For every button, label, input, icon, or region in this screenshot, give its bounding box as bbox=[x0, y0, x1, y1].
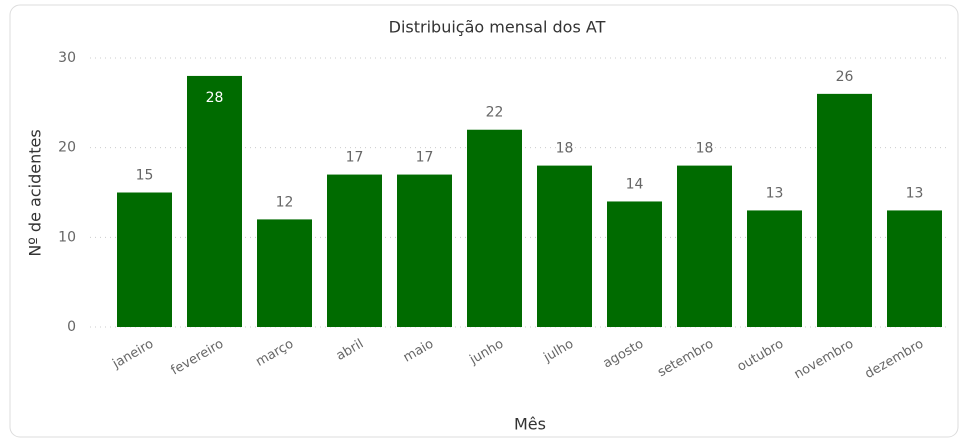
bar bbox=[117, 192, 172, 327]
y-tick-label: 30 bbox=[58, 50, 76, 66]
bar bbox=[677, 165, 732, 327]
data-label: 17 bbox=[416, 150, 434, 166]
data-label: 17 bbox=[346, 150, 364, 166]
bar bbox=[747, 210, 802, 327]
data-label: 28 bbox=[206, 90, 224, 106]
y-tick-label: 10 bbox=[58, 229, 76, 245]
bar bbox=[537, 165, 592, 327]
x-axis-label: Mês bbox=[514, 415, 546, 434]
data-label: 13 bbox=[906, 185, 924, 201]
y-tick-label: 0 bbox=[67, 319, 76, 335]
data-label: 12 bbox=[276, 194, 294, 210]
bar bbox=[607, 201, 662, 327]
data-label: 18 bbox=[696, 141, 714, 157]
data-label: 14 bbox=[626, 176, 644, 192]
bar bbox=[397, 174, 452, 327]
bar bbox=[467, 129, 522, 327]
bar bbox=[187, 75, 242, 327]
data-label: 18 bbox=[556, 141, 574, 157]
data-label: 26 bbox=[836, 69, 854, 85]
y-axis-label: Nº de acidentes bbox=[26, 129, 45, 256]
data-label: 13 bbox=[766, 185, 784, 201]
bar bbox=[327, 174, 382, 327]
bar bbox=[817, 93, 872, 327]
data-label: 15 bbox=[136, 168, 154, 184]
bar bbox=[257, 219, 312, 327]
chart-title: Distribuição mensal dos AT bbox=[389, 18, 606, 37]
bar bbox=[887, 210, 942, 327]
y-tick-label: 20 bbox=[58, 140, 76, 156]
data-label: 22 bbox=[486, 105, 504, 121]
